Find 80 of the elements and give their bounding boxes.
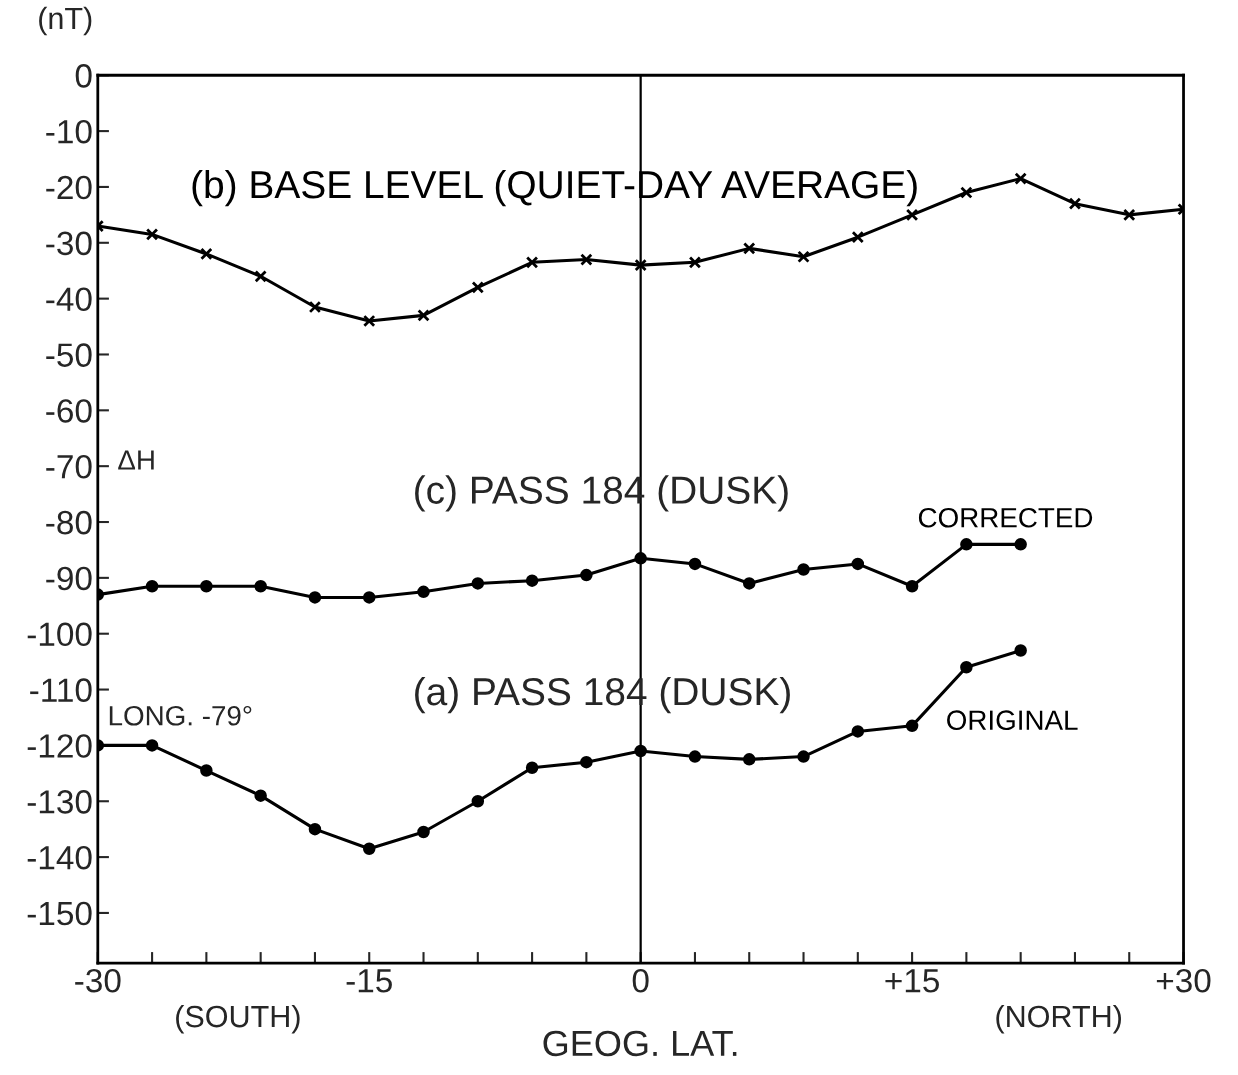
point — [1068, 197, 1082, 210]
point — [797, 563, 810, 576]
point — [308, 591, 322, 604]
point — [525, 256, 539, 269]
point — [525, 761, 539, 774]
point — [417, 825, 430, 839]
point — [308, 300, 322, 314]
point — [688, 750, 702, 763]
y-tick-label: -50 — [46, 343, 92, 367]
point — [580, 568, 593, 582]
point — [471, 577, 485, 590]
y-tick-label: -140 — [27, 845, 92, 870]
point — [362, 842, 376, 855]
x-axis-title: GEOG. LAT. — [543, 1030, 737, 1057]
point — [200, 764, 213, 777]
y-tick-label: -80 — [46, 510, 92, 535]
x-tick-label: -30 — [75, 968, 121, 993]
point — [905, 208, 919, 222]
annotation: ΔH — [118, 450, 154, 470]
point — [145, 579, 159, 593]
y-tick-label: -60 — [46, 399, 92, 423]
point — [580, 253, 593, 266]
series-label: ORIGINAL — [947, 710, 1078, 731]
y-tick-label: -90 — [46, 566, 92, 591]
point — [417, 309, 430, 322]
x-tick-label: -15 — [346, 969, 392, 993]
point — [742, 242, 756, 255]
point — [634, 258, 647, 272]
point — [742, 577, 756, 590]
point — [471, 795, 485, 808]
point — [851, 557, 865, 571]
point — [254, 579, 267, 593]
point — [308, 822, 322, 836]
point — [960, 538, 973, 551]
point — [417, 585, 430, 599]
y-tick-label: -110 — [30, 678, 92, 702]
point — [525, 574, 539, 587]
x-tick-label: +15 — [885, 969, 939, 993]
text: (SOUTH) — [176, 1004, 300, 1034]
point — [905, 719, 919, 733]
point — [254, 789, 267, 802]
annotation: LONG. -79° — [109, 705, 252, 726]
series-label: CORRECTED — [918, 507, 1093, 528]
y-axis-title: (nT) — [39, 6, 92, 36]
point — [1122, 208, 1136, 222]
point — [797, 750, 810, 763]
y-tick-label: -70 — [46, 454, 92, 479]
y-tick-label: -130 — [27, 790, 92, 814]
point — [742, 753, 756, 766]
point — [851, 230, 865, 244]
point — [362, 591, 376, 604]
point — [471, 281, 485, 294]
y-tick-label: -120 — [27, 734, 92, 758]
point — [254, 270, 267, 283]
x-tick-label: 0 — [632, 968, 649, 993]
y-tick-label: -20 — [46, 175, 92, 200]
point — [145, 228, 159, 241]
y-tick-label: -100 — [27, 622, 92, 647]
x-tick-label: +30 — [1156, 968, 1211, 993]
point — [200, 579, 213, 593]
point — [851, 725, 865, 738]
point — [145, 739, 159, 752]
y-tick-label: 0 — [75, 64, 92, 88]
point — [1014, 644, 1027, 657]
point — [1014, 538, 1027, 551]
point — [905, 579, 919, 593]
point — [688, 557, 702, 571]
point — [960, 186, 973, 199]
point — [1014, 172, 1027, 185]
point — [960, 660, 973, 674]
y-tick-label: -30 — [46, 231, 92, 256]
y-tick-label: -40 — [46, 287, 92, 312]
point — [200, 247, 213, 261]
text: (NORTH) — [996, 1004, 1121, 1034]
point — [688, 256, 702, 269]
point — [362, 314, 376, 328]
y-tick-label: -10 — [46, 119, 92, 144]
y-tick-label: -150 — [27, 901, 92, 926]
point — [797, 250, 810, 263]
point — [580, 755, 593, 769]
